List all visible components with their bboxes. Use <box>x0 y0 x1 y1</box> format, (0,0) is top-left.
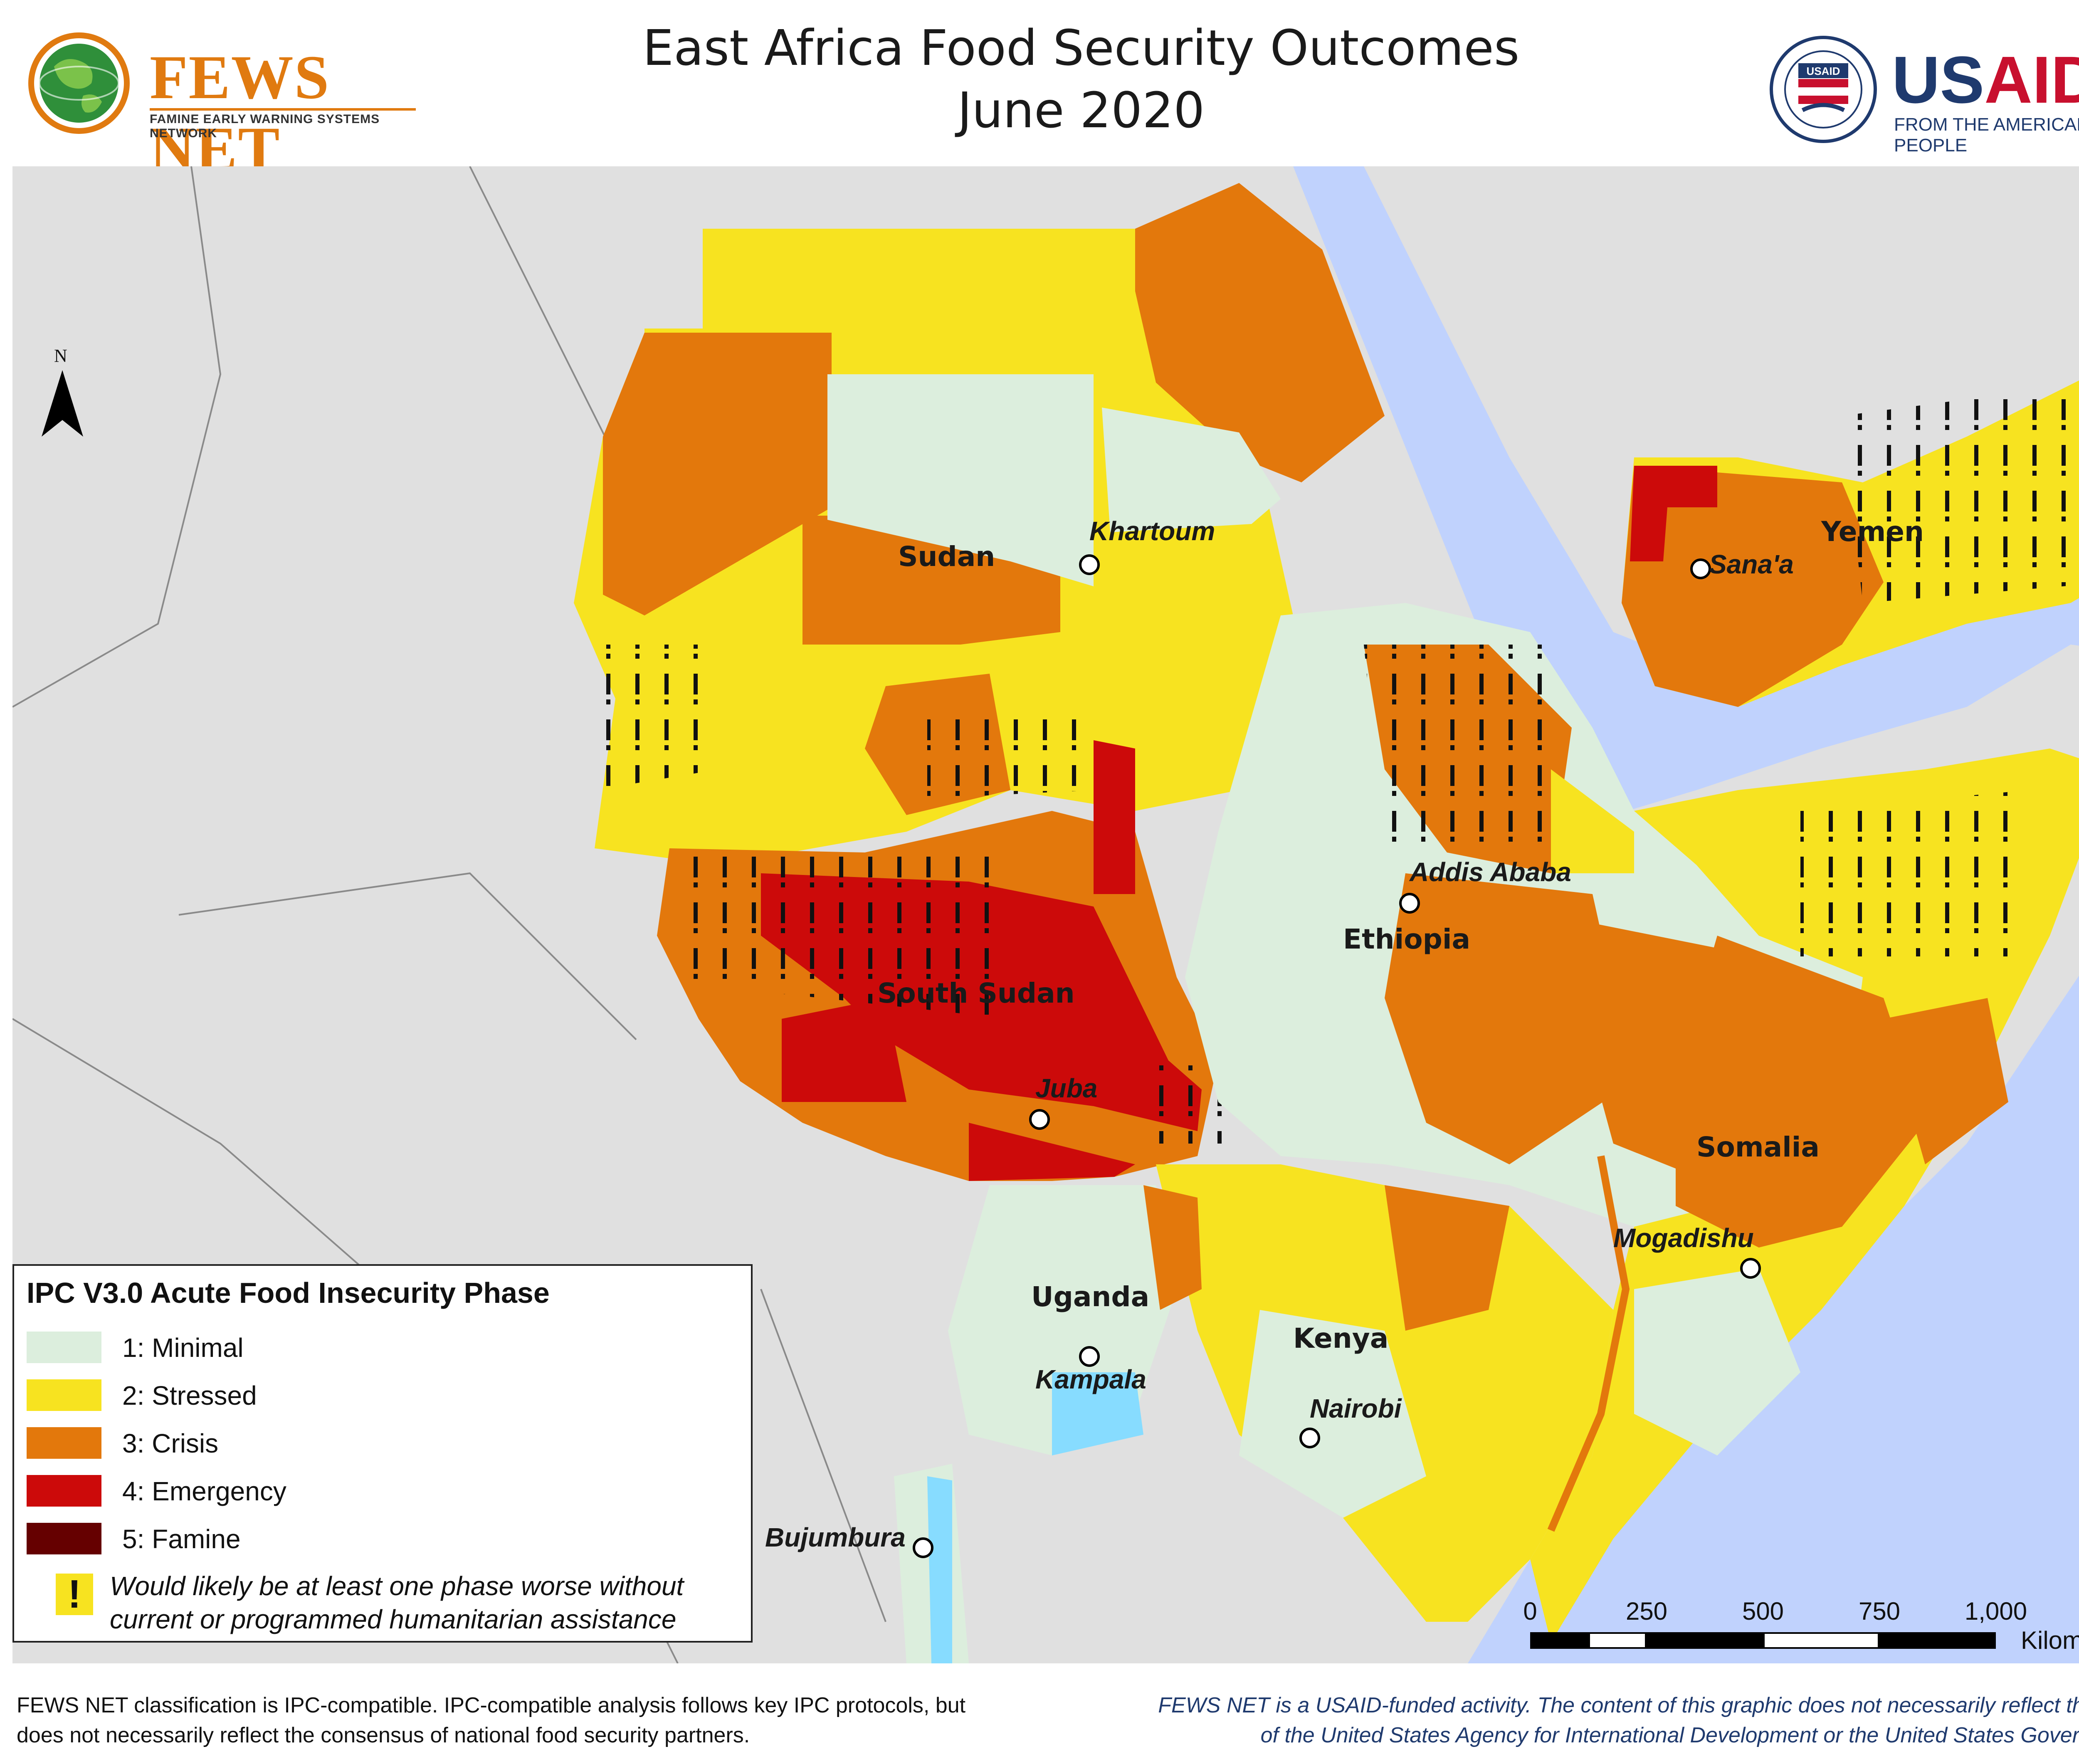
scale-tick: 250 <box>1625 1597 1668 1625</box>
map-title-line1: East Africa Food Security Outcomes <box>642 19 1520 77</box>
legend-assistance-note: Would likely be at least one phase worse… <box>110 1571 684 1634</box>
fews-divider <box>150 108 416 111</box>
usaid-tagline: FROM THE AMERICAN PEOPLE <box>1894 114 2079 156</box>
country-label-uganda: Uganda <box>1031 1281 1150 1313</box>
legend-title: IPC V3.0 Acute Food Insecurity Phase <box>27 1277 550 1309</box>
somalia-region <box>1530 749 2079 1643</box>
scale-segment <box>1879 1632 1996 1649</box>
north-arrow-icon <box>42 370 83 437</box>
scale-tick: 750 <box>1858 1597 1901 1625</box>
footer-disclaimer-ipc: FEWS NET classification is IPC-compatibl… <box>17 1693 966 1747</box>
legend-label: 2: Stressed <box>122 1381 257 1411</box>
usaid-seal-text: USAID <box>1807 65 1840 77</box>
country-label-kenya: Kenya <box>1293 1322 1389 1354</box>
city-label-juba: Juba <box>1035 1073 1098 1103</box>
legend-label: 5: Famine <box>122 1524 241 1554</box>
river <box>1547 1155 1630 1532</box>
legend-label: 1: Minimal <box>122 1333 244 1363</box>
north-arrow-label: N <box>54 346 67 366</box>
country-label-sudan: Sudan <box>898 541 995 573</box>
legend-label: 3: Crisis <box>122 1428 219 1458</box>
legend-swatch-emergency <box>27 1475 101 1507</box>
legend-item: 4: Emergency <box>27 1472 733 1509</box>
legend-assistance-symbol: ! <box>27 1565 101 1628</box>
south-sudan-region <box>657 740 1239 1181</box>
fews-net-subtitle: FAMINE EARLY WARNING SYSTEMS NETWORK <box>150 112 380 140</box>
scale-segment <box>1763 1632 1879 1649</box>
usaid-wordmark-us: US <box>1892 42 1985 117</box>
footer-disclaimer-usaid: FEWS NET is a USAID-funded activity. The… <box>1158 1693 2079 1747</box>
country-label-somalia: Somalia <box>1696 1131 1820 1163</box>
city-label-nairobi: Nairobi <box>1310 1393 1402 1423</box>
legend-label: 4: Emergency <box>122 1476 286 1506</box>
scale-tick: 1,000 <box>1964 1597 2027 1625</box>
north-arrow: N <box>37 345 87 437</box>
sudan-region <box>574 183 1385 865</box>
kenya-region <box>1156 1164 1613 1622</box>
usaid-seal-icon: USAID <box>1770 36 1877 143</box>
map-title-line2: June 2020 <box>957 82 1205 139</box>
yemen-region <box>1622 380 2079 707</box>
uganda-region <box>948 1185 1202 1455</box>
usaid-logo: USAID USAID FROM THE AMERICAN PEOPLE <box>1767 36 2079 156</box>
legend-swatch-stressed <box>27 1379 101 1411</box>
country-label-south-sudan: South Sudan <box>877 977 1075 1009</box>
scale-units: Kilometers <box>2021 1626 2079 1654</box>
globe-icon <box>28 32 130 134</box>
legend-swatch-crisis <box>27 1427 101 1459</box>
city-label-kampala: Kampala <box>1035 1364 1146 1394</box>
exclamation-icon: ! <box>56 1574 93 1615</box>
scale-segment <box>1530 1632 1588 1649</box>
legend-swatch-famine <box>27 1523 101 1554</box>
scale-tick: 0 <box>1523 1597 1537 1625</box>
scale-segment <box>1647 1632 1763 1649</box>
header: FEWS NET FAMINE EARLY WARNING SYSTEMS NE… <box>0 0 2079 183</box>
lake-tanganyika <box>927 1476 952 1663</box>
legend-item: 5: Famine <box>27 1519 733 1557</box>
legend-item: 3: Crisis <box>27 1424 733 1461</box>
fews-net-logo: FEWS NET FAMINE EARLY WARNING SYSTEMS NE… <box>25 29 416 183</box>
city-label-khartoum: Khartoum <box>1089 516 1215 546</box>
city-markers <box>913 554 1761 1558</box>
map-title: East Africa Food Security Outcomes June … <box>499 17 1663 141</box>
legend-item: 2: Stressed <box>27 1376 733 1413</box>
scale-segment <box>1588 1632 1647 1649</box>
scale-tick: 500 <box>1742 1597 1784 1625</box>
city-label-addis-ababa: Addis Ababa <box>1410 857 1571 887</box>
city-label-sanaa: Sana'a <box>1709 549 1794 579</box>
country-label-yemen: Yemen <box>1821 516 1924 548</box>
legend-swatch-minimal <box>27 1332 101 1363</box>
city-label-mogadishu: Mogadishu <box>1613 1223 1754 1253</box>
scale-bar: 0 250 500 750 1,000 Kilometers <box>1522 1597 2079 1659</box>
legend: IPC V3.0 Acute Food Insecurity Phase 1: … <box>12 1264 753 1643</box>
country-label-ethiopia: Ethiopia <box>1343 923 1470 955</box>
legend-item: 1: Minimal <box>27 1328 733 1366</box>
usaid-wordmark: USAID <box>1892 42 2079 118</box>
usaid-wordmark-aid: AID <box>1984 42 2079 117</box>
city-label-bujumbura: Bujumbura <box>765 1522 906 1552</box>
